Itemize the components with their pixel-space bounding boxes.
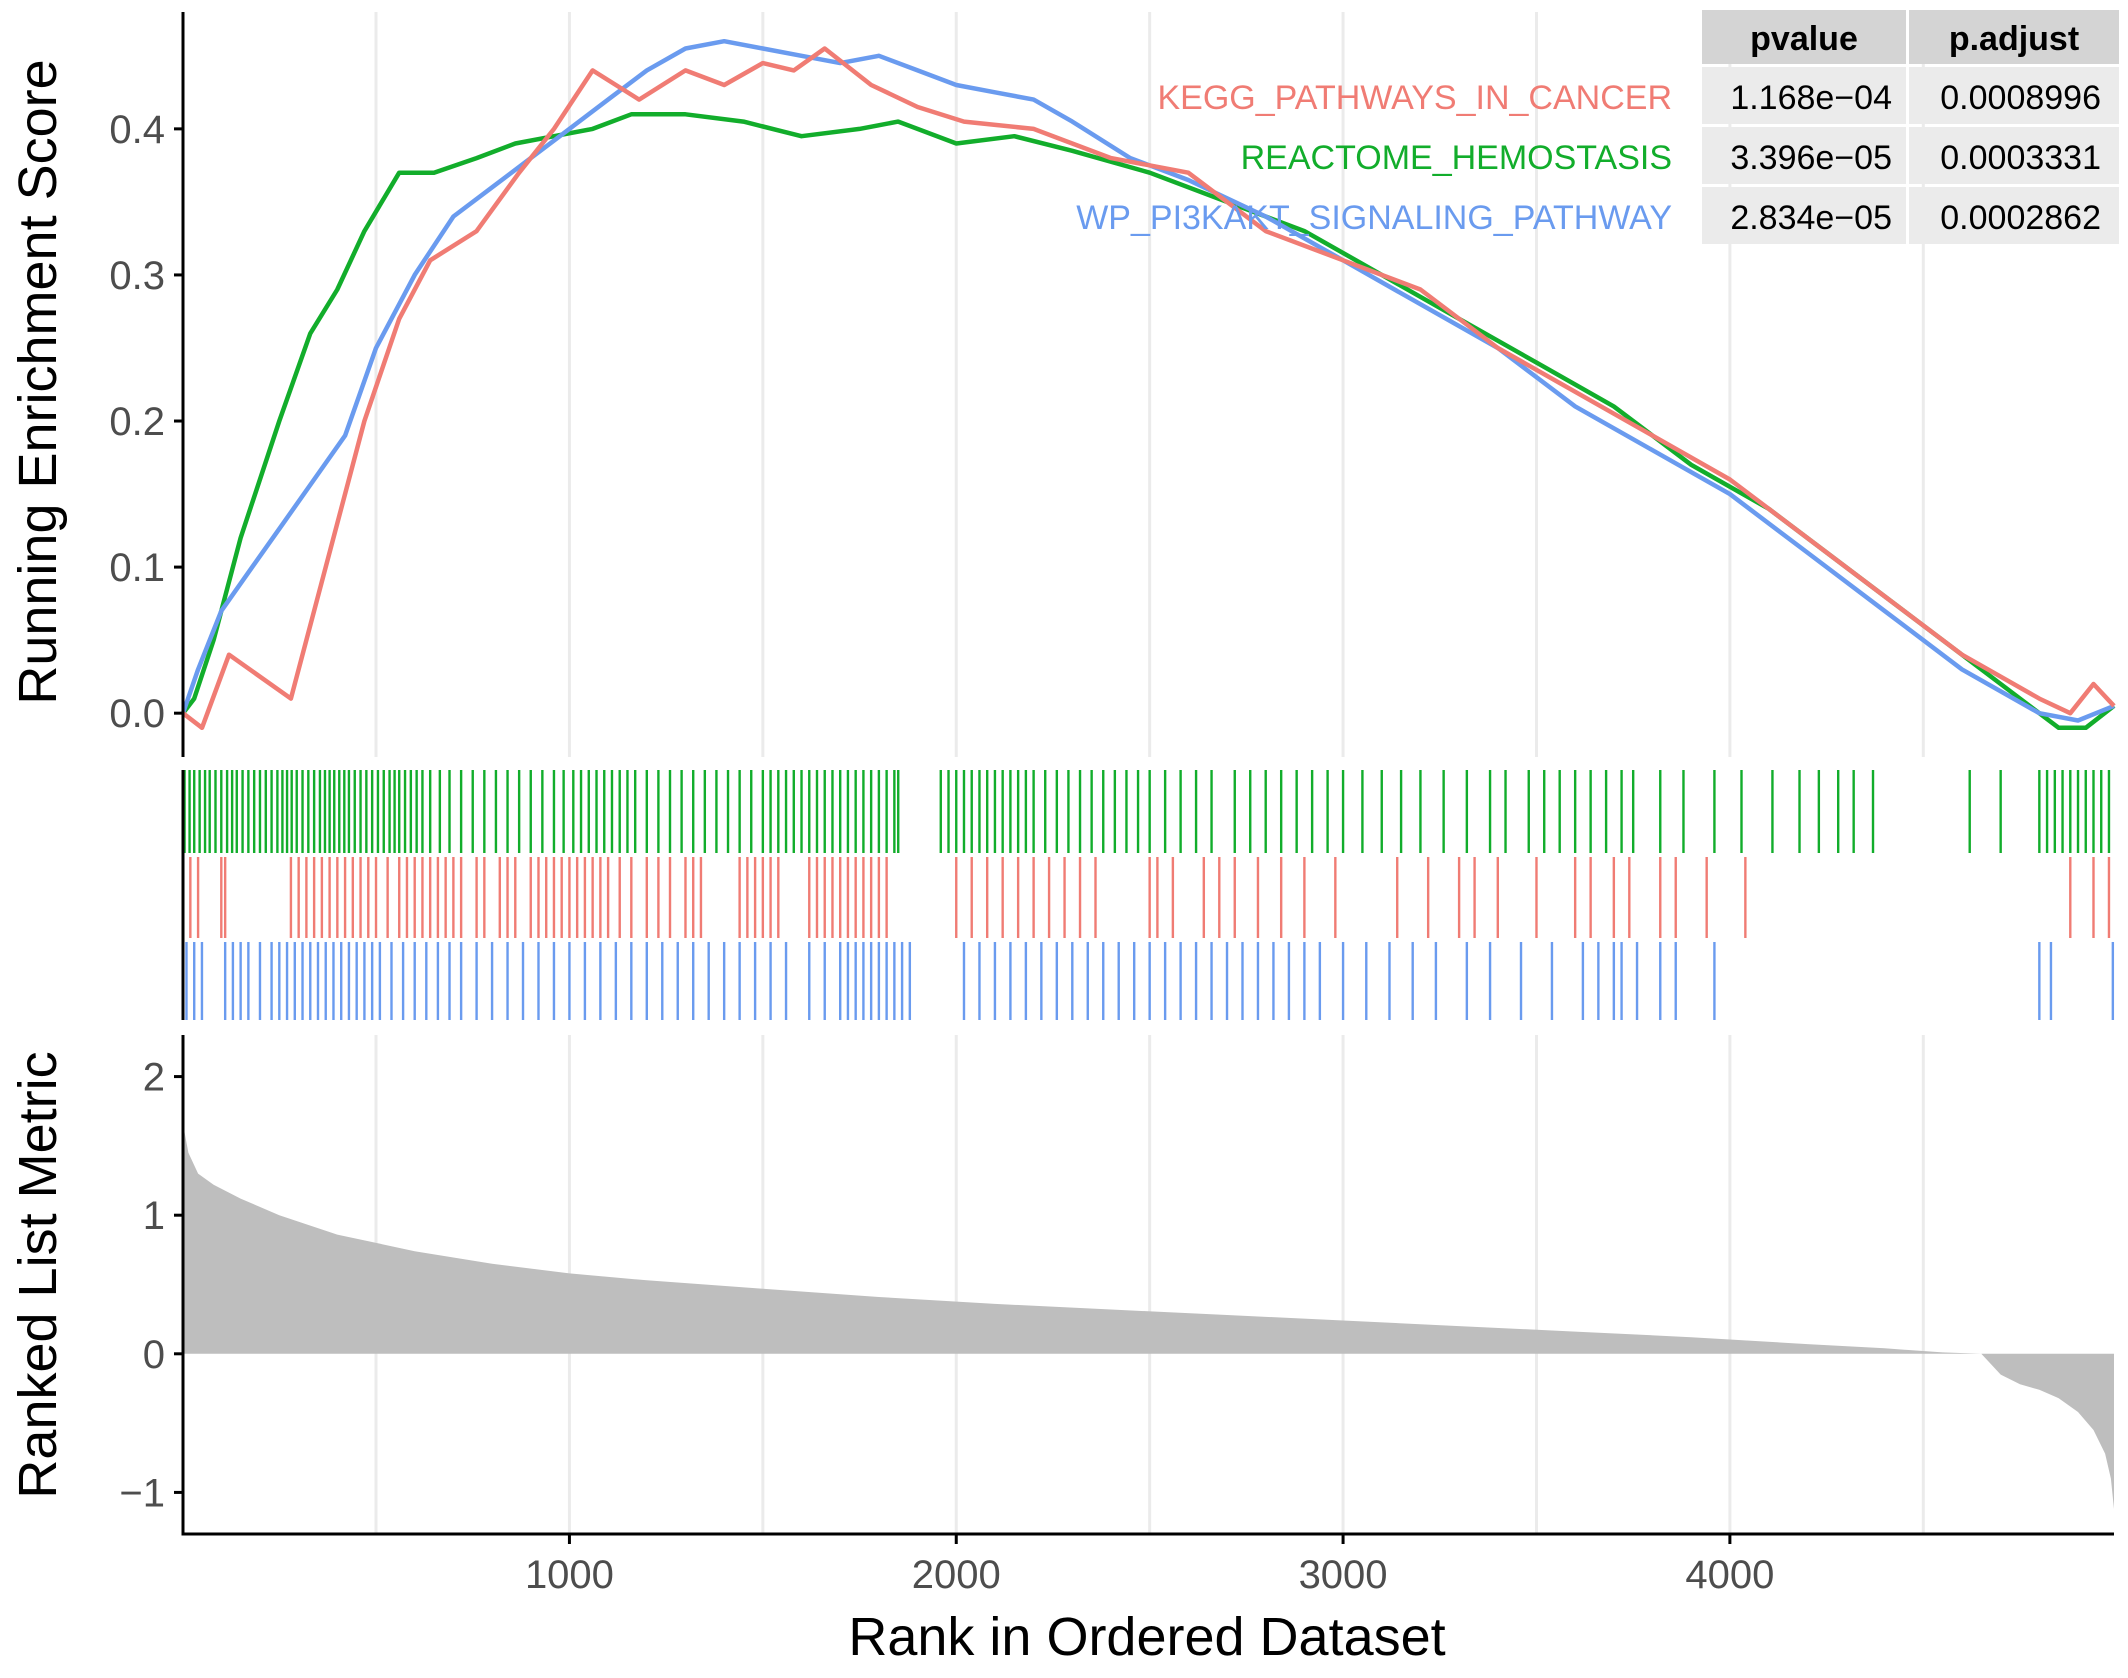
table-row-2-pvalue: 3.396e−05 [1730,139,1892,177]
table-row-1-pvalue: 1.168e−04 [1730,79,1892,117]
table-header-padjust: p.adjust [1949,20,2079,58]
x-tick-label: 2000 [912,1553,1001,1597]
table-row-1-padjust-cell [1909,67,2119,124]
metric-y-tick-label: 2 [143,1056,165,1100]
pathway-label-kegg: KEGG_PATHWAYS_IN_CANCER [1157,79,1672,117]
pathway-label-wp: WP_PI3KAKT_SIGNALING_PATHWAY [1076,199,1672,237]
x-tick-label: 3000 [1299,1553,1388,1597]
table-row-3-pvalue: 2.834e−05 [1730,199,1892,237]
table-row-2-pvalue-cell [1702,127,1906,184]
es-y-tick-label: 0.0 [109,692,165,736]
es-y-tick-label: 0.1 [109,546,165,590]
es-y-axis-title: Running Enrichment Score [8,59,68,704]
table-header-pvalue-cell [1702,10,1906,64]
table-row-3-padjust-cell [1909,187,2119,244]
table-row-3-pvalue-cell [1702,187,1906,244]
table-row-2-padjust-cell [1909,127,2119,184]
table-row-1-padjust: 0.0008996 [1940,79,2101,117]
metric-y-tick-label: 0 [143,1333,165,1377]
table-row-1-pvalue-cell [1702,67,1906,124]
es-line-wp [180,38,2115,723]
x-tick-label: 4000 [1685,1553,1774,1597]
pathway-label-reactome: REACTOME_HEMOSTASIS [1241,139,1672,177]
es-lines-layer [180,38,2116,731]
ranked-metric-area [183,1062,2114,1509]
x-tick-label: 1000 [525,1553,614,1597]
metric-y-tick-label: 1 [143,1194,165,1238]
stats-table: pvalue p.adjust KEGG_PATHWAYS_IN_CANCER … [1076,10,2119,244]
metric-layer [183,1062,2114,1509]
es-y-tick-label: 0.3 [109,254,165,298]
metric-y-axis-title: Ranked List Metric [8,1051,68,1498]
hits-layer [183,770,2115,1020]
table-header-pvalue: pvalue [1750,20,1858,58]
es-line-kegg [181,46,2116,731]
metric-y-tick-label: −1 [119,1471,165,1515]
es-y-tick-label: 0.2 [109,400,165,444]
table-header-padjust-cell [1909,10,2119,64]
grid-layer [374,12,1925,1534]
x-axis-title: Rank in Ordered Dataset [848,1607,1445,1667]
axis-layer: 0.0 0.1 0.2 0.3 0.4 −1 0 1 2 1000 2000 3000 4000 [109,12,2114,1597]
es-y-tick-label: 0.4 [109,108,165,152]
table-row-3-padjust: 0.0002862 [1940,199,2101,237]
table-row-2-padjust: 0.0003331 [1940,139,2101,177]
